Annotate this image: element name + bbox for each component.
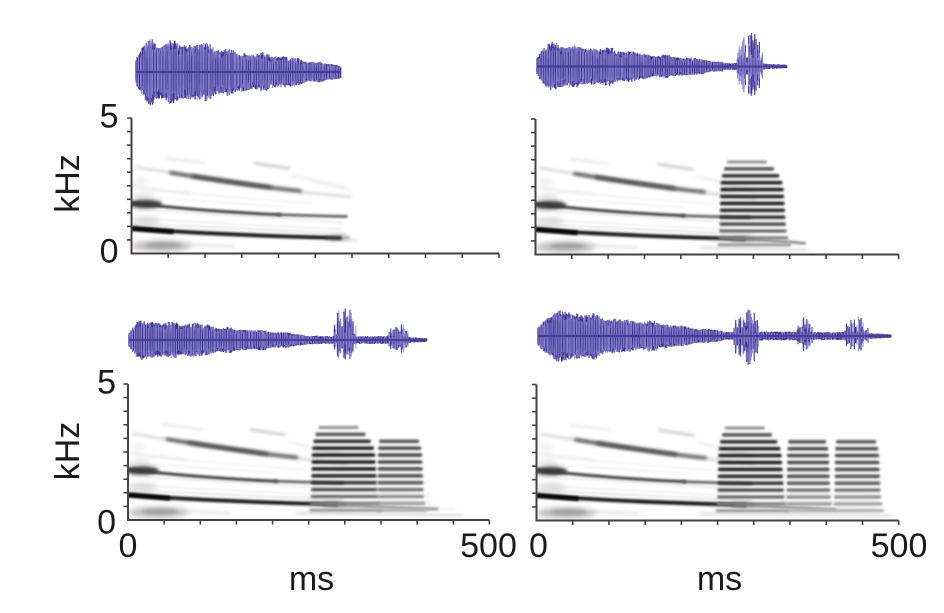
- svg-text:0: 0: [119, 527, 138, 565]
- svg-text:0: 0: [100, 233, 119, 271]
- svg-text:kHz: kHz: [49, 154, 87, 213]
- svg-text:500: 500: [871, 527, 928, 565]
- svg-text:kHz: kHz: [49, 422, 87, 481]
- svg-text:5: 5: [100, 98, 119, 136]
- svg-text:500: 500: [460, 527, 517, 565]
- svg-text:0: 0: [529, 527, 548, 565]
- svg-text:0: 0: [97, 504, 116, 542]
- svg-text:5: 5: [97, 364, 116, 402]
- svg-text:ms: ms: [289, 560, 334, 598]
- svg-text:ms: ms: [697, 560, 742, 598]
